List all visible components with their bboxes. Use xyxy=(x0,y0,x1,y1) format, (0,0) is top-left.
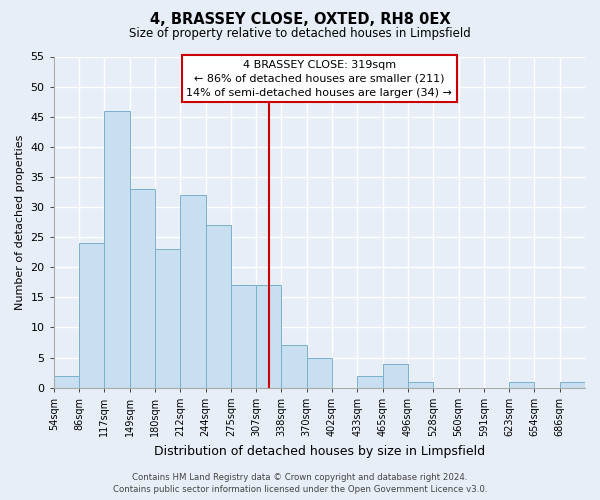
Text: Size of property relative to detached houses in Limpsfield: Size of property relative to detached ho… xyxy=(129,28,471,40)
Bar xyxy=(231,286,256,388)
Bar xyxy=(130,189,155,388)
Text: 4, BRASSEY CLOSE, OXTED, RH8 0EX: 4, BRASSEY CLOSE, OXTED, RH8 0EX xyxy=(149,12,451,28)
Bar xyxy=(358,376,383,388)
Bar xyxy=(408,382,433,388)
Bar xyxy=(509,382,535,388)
Bar xyxy=(54,376,79,388)
Bar xyxy=(79,243,104,388)
Bar xyxy=(307,358,332,388)
Bar xyxy=(155,249,180,388)
Bar xyxy=(180,195,206,388)
Bar xyxy=(104,110,130,388)
Bar xyxy=(383,364,408,388)
Y-axis label: Number of detached properties: Number of detached properties xyxy=(15,134,25,310)
Bar xyxy=(256,286,281,388)
Bar xyxy=(560,382,585,388)
Text: 4 BRASSEY CLOSE: 319sqm
← 86% of detached houses are smaller (211)
14% of semi-d: 4 BRASSEY CLOSE: 319sqm ← 86% of detache… xyxy=(187,60,452,98)
Bar xyxy=(206,225,231,388)
Text: Contains HM Land Registry data © Crown copyright and database right 2024.
Contai: Contains HM Land Registry data © Crown c… xyxy=(113,472,487,494)
X-axis label: Distribution of detached houses by size in Limpsfield: Distribution of detached houses by size … xyxy=(154,444,485,458)
Bar xyxy=(281,346,307,388)
